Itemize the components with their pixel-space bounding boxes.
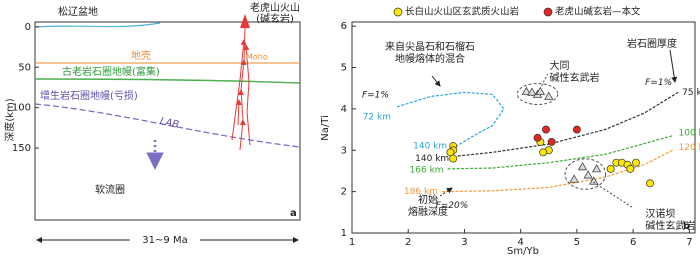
curve-label: 75 km [682,88,700,98]
y-tick-label: 3 [341,145,347,156]
annotation: 熔融深度 [408,205,448,218]
data-point [572,125,581,134]
data-point [542,125,550,134]
annotation-arrow [439,187,453,197]
data-point [449,154,458,163]
triangle-point [569,174,579,183]
model-curve [441,149,673,193]
y-axis-label: Na/Ti [320,115,331,141]
annotation: 来自尖晶石和石榴石 [385,40,475,53]
annotation: 地幔熔体的混合 [395,52,465,65]
data-point [533,133,542,142]
legend-label: 长白山火山区玄武质火山岩 [405,6,519,18]
curve-label: 72 km [363,112,391,122]
x-tick-label: 2 [405,237,411,248]
y-tick-label: 5 [341,63,347,74]
moho-label: Moho [246,53,268,62]
cluster-pointer [593,181,634,209]
cluster-label: 汉诺坝 [645,208,675,220]
curve-label: 140 km [413,142,447,152]
panel-label: a [290,208,297,219]
y-tick-label: 150 [12,143,31,154]
y-axis-label: 深度(km) [3,98,16,141]
panel-a-frame [34,21,301,221]
legend-label: 老虎山碱玄岩—本文 [555,6,641,18]
y-tick-label: 6 [341,21,347,32]
x-axis-label: Sm/Yb [507,246,539,257]
time-label: 31~9 Ma [142,235,187,246]
model-curve [447,135,673,170]
magma-paths [231,27,251,151]
model-curve [396,91,505,149]
curve-label: F=1% [645,78,672,88]
volcano-label: (碱玄岩) [256,12,294,25]
x-tick-label: 4 [518,237,524,248]
data-point [626,164,635,173]
mantle-boundary [34,78,301,84]
x-tick-label: 6 [630,237,636,248]
curve-label: 166 km [410,165,444,175]
triangle-point [521,86,532,95]
cluster-label: 大同 [550,59,570,72]
asthenosphere-label: 软流圈 [95,183,125,196]
data-point [606,164,615,173]
triangle-point [527,87,537,96]
triangle-point [589,176,599,185]
x-tick-label: 1 [349,237,355,248]
curve-label: 186 km [404,187,438,197]
old-mantle-label: 古老岩石圈地幔(富集) [62,65,160,78]
surface-line [34,22,161,28]
annotation-arrow [669,49,678,83]
data-point [547,138,556,146]
lab-label: LAB [159,116,180,131]
cluster-label: 碱性玄武岩 [550,71,600,84]
lab-line [34,103,301,148]
triangle-point [544,91,554,100]
data-point [632,158,640,167]
triangle-point [577,161,588,171]
annotation-arrow [431,75,441,87]
y-tick-label: 50 [18,62,31,73]
curve-label: 140 km [415,154,449,164]
triangle-point [535,86,546,95]
legend-marker [393,7,403,17]
cluster-label: 碱性玄武岩 [645,219,695,232]
x-tick-label: 7 [686,237,692,248]
curve-label: F=20% [436,201,469,211]
y-tick-label: 100 [12,103,31,114]
y-tick-label: 2 [341,187,347,198]
triangle-point [591,164,602,173]
y-tick-label: 4 [341,104,347,115]
curve-label: 100 km [679,128,700,138]
x-tick-label: 3 [461,237,467,248]
panel-b-frame [351,21,696,234]
crust-label: 地壳 [131,49,151,62]
y-tick-label: 1 [341,228,347,239]
curve-label: F=1% [362,90,389,100]
annotation: 初始 [418,193,438,206]
cluster-outline [516,83,559,105]
model-curve [453,91,679,158]
new-mantle-label: 增生岩石圈地幔(亏损) [40,89,138,102]
x-tick-label: 5 [574,237,580,248]
volcano [240,14,250,28]
y-tick-label: 0 [25,22,31,33]
data-point [539,148,548,157]
data-point [646,179,654,188]
volcano-label: 老虎山火山 [250,1,300,14]
panel-label: b [683,221,690,232]
curve-label: 120 km [679,143,700,153]
basin-label: 松辽盆地 [58,5,98,18]
annotation: 岩石圈厚度 [627,37,677,50]
cluster-outline [564,158,607,190]
legend-marker [543,7,553,17]
triangle-point [583,170,593,179]
